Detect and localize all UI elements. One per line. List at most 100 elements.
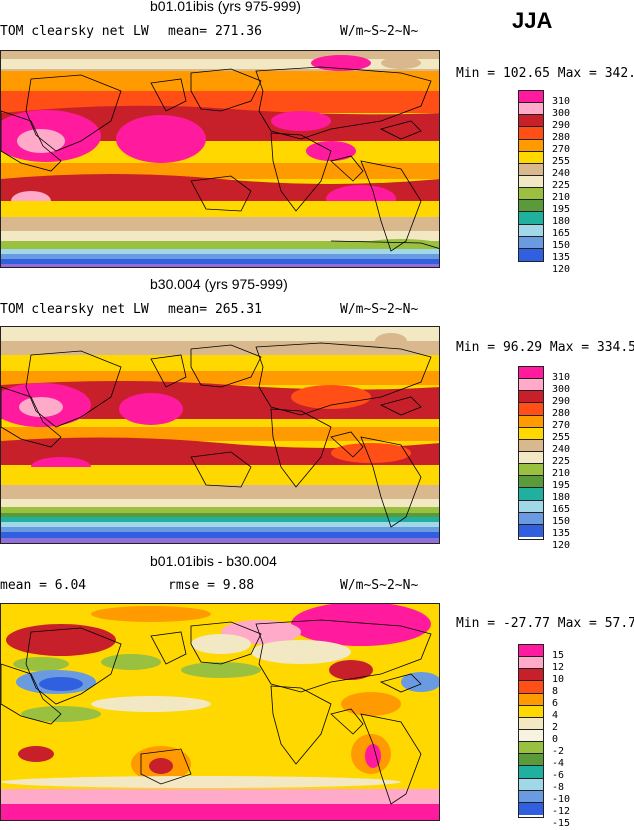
colorbar-label: -10 — [552, 794, 571, 805]
panel-3-colorbar-box — [519, 766, 543, 779]
panel-1-colorbar-box — [519, 151, 543, 164]
panel-1-colorbar-box — [519, 236, 543, 249]
panel-2-title: b30.004 (yrs 975-999) — [150, 276, 288, 292]
panel-3-map-field — [1, 604, 439, 820]
colorbar-label: -8 — [552, 782, 565, 793]
colorbar-label: 255 — [552, 432, 571, 443]
colorbar-label: 225 — [552, 456, 571, 467]
panel-1-colorbar-box — [519, 115, 543, 128]
panel-3-colorbar-box — [519, 717, 543, 730]
panel-1-colorbar-box — [519, 200, 543, 213]
colorbar-label: -12 — [552, 806, 571, 817]
colorbar-label: 4 — [552, 710, 559, 721]
panel-1-colorbar-box — [519, 103, 543, 116]
panel-2-mean: mean= 265.31 — [168, 302, 262, 317]
panel-2-colorbar-box — [519, 403, 543, 416]
panel-3-colorbar-box — [519, 669, 543, 682]
colorbar-label: 240 — [552, 444, 571, 455]
panel-2-colorbar-box — [519, 439, 543, 452]
panel-3-colorbar — [518, 644, 544, 818]
colorbar-label: 165 — [552, 228, 571, 239]
colorbar-label: 300 — [552, 384, 571, 395]
panel-3-mean: mean = 6.04 — [0, 578, 87, 593]
panel-2-colorbar-box — [519, 427, 543, 440]
colorbar-label: 310 — [552, 96, 571, 107]
panel-2-colorbar-box — [519, 451, 543, 465]
colorbar-label: 2 — [552, 722, 559, 733]
panel-1-field-label: TOM clearsky net LW — [0, 24, 149, 39]
colorbar-label: 165 — [552, 504, 571, 515]
colorbar-label: 270 — [552, 144, 571, 155]
panel-1-colorbar-box — [519, 212, 543, 225]
panel-1-colorbar-box — [519, 175, 543, 189]
panel-2-colorbar-box — [519, 379, 543, 392]
panel-2-colorbar-box — [519, 464, 543, 477]
panel-2-colorbar — [518, 366, 544, 540]
panel-2-units: W/m~S~2~N~ — [340, 302, 419, 317]
panel-1-map — [0, 50, 440, 268]
panel-2-colorbar-labels: 310 300 290 280 270 255 240 225 210 195 … — [552, 372, 570, 552]
panel-1-colorbar-box — [519, 127, 543, 140]
colorbar-label: -15 — [552, 818, 571, 829]
colorbar-label: 300 — [552, 108, 571, 119]
panel-2-minmax: Min = 96.29 Max = 334.50 — [456, 340, 634, 355]
colorbar-label: 6 — [552, 698, 559, 709]
panel-2-colorbar-box — [519, 476, 543, 489]
panel-3-colorbar-box — [519, 754, 543, 767]
colorbar-label: 0 — [552, 734, 559, 745]
panel-1-colorbar-labels: 310 300 290 280 270 255 240 225 210 195 … — [552, 96, 570, 276]
colorbar-label: 240 — [552, 168, 571, 179]
panel-1-colorbar-box — [519, 91, 543, 104]
colorbar-label: -4 — [552, 758, 565, 769]
colorbar-label: -2 — [552, 746, 565, 757]
colorbar-label: 210 — [552, 192, 571, 203]
colorbar-label: -6 — [552, 770, 565, 781]
panel-3-colorbar-box — [519, 729, 543, 743]
panel-2-map-field — [1, 327, 439, 543]
colorbar-label: 210 — [552, 468, 571, 479]
colorbar-label: 120 — [552, 264, 571, 275]
season-label: JJA — [512, 8, 553, 33]
colorbar-label: 180 — [552, 492, 571, 503]
panel-2-colorbar-box — [519, 391, 543, 404]
colorbar-label: 8 — [552, 686, 559, 697]
panel-1-colorbar-box — [519, 139, 543, 152]
panel-1-minmax: Min = 102.65 Max = 342.46 — [456, 66, 634, 81]
panel-1-colorbar-box — [519, 224, 543, 237]
colorbar-label: 280 — [552, 408, 571, 419]
panel-3-colorbar-labels: 15 12 10 8 6 4 2 0 -2 -4 -6 -8 -10 -12 -… — [552, 650, 570, 830]
colorbar-label: 10 — [552, 674, 565, 685]
panel-2-map — [0, 326, 440, 544]
panel-1-colorbar-box — [519, 188, 543, 201]
panel-3-units: W/m~S~2~N~ — [340, 578, 419, 593]
panel-2-colorbar-box — [519, 367, 543, 380]
colorbar-label: 150 — [552, 516, 571, 527]
panel-3-map — [0, 603, 440, 821]
panel-1-map-field — [1, 51, 439, 267]
colorbar-label: 150 — [552, 240, 571, 251]
colorbar-label: 290 — [552, 120, 571, 131]
panel-1-colorbar-box — [519, 163, 543, 176]
panel-1-units: W/m~S~2~N~ — [340, 24, 419, 39]
panel-3-colorbar-box — [519, 802, 543, 815]
panel-1-title: b01.01ibis (yrs 975-999) — [150, 0, 301, 14]
panel-3-colorbar-box — [519, 705, 543, 718]
panel-1-colorbar-box — [519, 248, 543, 261]
panel-3-colorbar-box — [519, 681, 543, 694]
colorbar-label: 135 — [552, 528, 571, 539]
panel-2-colorbar-box — [519, 488, 543, 501]
panel-3-colorbar-box — [519, 645, 543, 658]
panel-1-mean: mean= 271.36 — [168, 24, 262, 39]
colorbar-label: 120 — [552, 540, 571, 551]
panel-3-title: b01.01ibis - b30.004 — [150, 553, 277, 569]
colorbar-label: 310 — [552, 372, 571, 383]
colorbar-label: 180 — [552, 216, 571, 227]
colorbar-label: 270 — [552, 420, 571, 431]
panel-3-colorbar-box — [519, 657, 543, 670]
panel-3-colorbar-box — [519, 742, 543, 755]
colorbar-label: 195 — [552, 204, 571, 215]
panel-1-colorbar — [518, 90, 544, 262]
colorbar-label: 135 — [552, 252, 571, 263]
panel-3-minmax: Min = -27.77 Max = 57.70 — [456, 616, 634, 631]
colorbar-label: 280 — [552, 132, 571, 143]
